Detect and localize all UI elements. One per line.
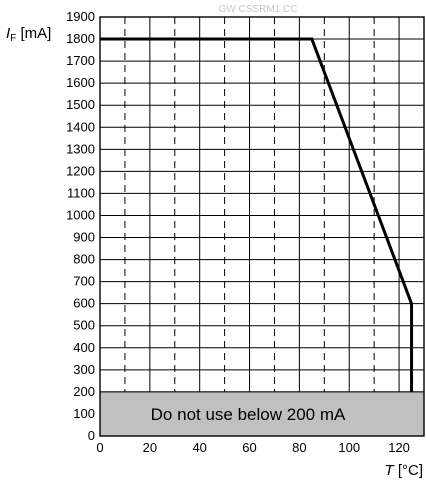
y-tick-label: 700 [73, 274, 95, 289]
x-tick-label: 120 [388, 440, 410, 455]
restricted-region [99, 391, 425, 437]
y-tick-label: 1400 [66, 119, 95, 134]
y-axis-subscript: F [10, 33, 16, 44]
y-tick-label: 1600 [66, 75, 95, 90]
tick-labels: 0100200300400500600700800900100011001200… [66, 9, 410, 455]
x-tick-label: 100 [338, 440, 360, 455]
watermark: GW CSSRM1.CC [219, 4, 298, 15]
y-tick-label: 1500 [66, 97, 95, 112]
current-derating-line [100, 37, 414, 392]
y-tick-label: 1200 [66, 163, 95, 178]
y-tick-label: 600 [73, 296, 95, 311]
y-tick-label: 100 [73, 406, 95, 421]
x-tick-label: 80 [292, 440, 306, 455]
y-tick-label: 300 [73, 362, 95, 377]
x-axis-symbol: T [384, 462, 395, 479]
y-tick-label: 1100 [67, 185, 95, 200]
x-axis-title: T [°C] [384, 462, 423, 479]
y-tick-label: 900 [73, 230, 95, 245]
y-tick-label: 500 [73, 318, 95, 333]
x-axis-unit: [°C] [394, 462, 423, 479]
y-axis-title: IF [mA] [6, 25, 51, 44]
x-tick-label: 20 [143, 440, 157, 455]
plot-frame [99, 16, 425, 437]
y-tick-label: 1000 [66, 207, 95, 222]
x-tick-label: 40 [192, 440, 206, 455]
x-tick-label: 0 [96, 440, 103, 455]
y-tick-label: 1800 [66, 31, 95, 46]
restricted-region-label: Do not use below 200 mA [151, 405, 346, 424]
y-axis-symbol: I [6, 25, 10, 42]
y-tick-label: 0 [88, 428, 95, 443]
x-tick-label: 60 [242, 440, 256, 455]
y-axis-unit: [mA] [16, 25, 51, 42]
y-tick-label: 800 [73, 252, 95, 267]
y-tick-label: 1900 [66, 9, 95, 24]
y-tick-label: 200 [73, 384, 95, 399]
y-tick-label: 1300 [66, 141, 95, 156]
y-tick-label: 1700 [66, 53, 95, 68]
grid [100, 17, 424, 436]
y-tick-label: 400 [73, 340, 95, 355]
